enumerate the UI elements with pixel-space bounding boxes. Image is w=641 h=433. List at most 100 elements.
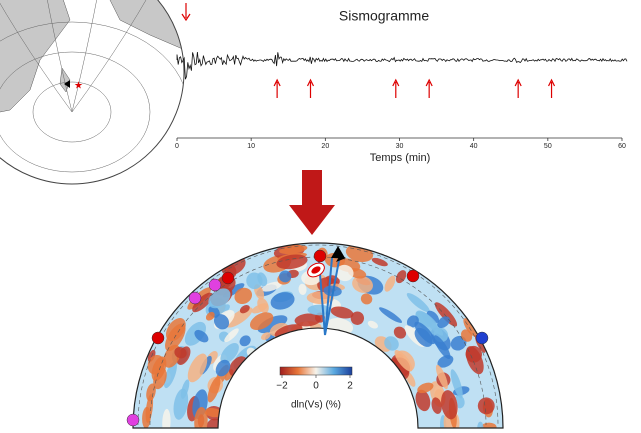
anomaly bbox=[330, 306, 354, 319]
anomaly bbox=[249, 312, 274, 331]
anomaly bbox=[298, 283, 307, 295]
down-arrow bbox=[289, 170, 335, 235]
anomaly bbox=[335, 264, 354, 282]
anomaly bbox=[433, 335, 451, 360]
first-arrival-arrow bbox=[181, 3, 191, 22]
graticule bbox=[0, 0, 73, 113]
anomaly bbox=[261, 281, 283, 292]
station bbox=[406, 269, 420, 283]
arrival-arrow bbox=[306, 78, 315, 98]
anomaly bbox=[379, 307, 403, 323]
colorbar-tick-label: 2 bbox=[347, 381, 353, 392]
anomaly bbox=[367, 320, 379, 329]
anomaly bbox=[352, 275, 373, 293]
graticule bbox=[71, 0, 105, 113]
station bbox=[475, 331, 489, 345]
station bbox=[208, 278, 222, 292]
anomaly bbox=[477, 397, 495, 415]
anomaly bbox=[234, 287, 253, 305]
station bbox=[126, 413, 140, 427]
anomaly bbox=[421, 312, 444, 336]
graticule bbox=[71, 0, 169, 113]
anomaly bbox=[279, 270, 292, 283]
anomaly bbox=[441, 390, 458, 420]
anomaly bbox=[394, 350, 413, 372]
anomaly bbox=[146, 383, 156, 402]
anomaly bbox=[294, 313, 322, 327]
svg-text:★: ★ bbox=[74, 81, 83, 92]
station bbox=[313, 249, 327, 263]
anomaly bbox=[239, 335, 251, 347]
colorbar-tick-label: 0 bbox=[313, 381, 319, 392]
anomaly bbox=[437, 316, 450, 329]
arrival-arrow bbox=[425, 78, 433, 98]
colorbar-label: dln(Vs) (%) bbox=[291, 400, 341, 411]
anomaly bbox=[393, 326, 407, 339]
station bbox=[188, 291, 202, 305]
anomaly bbox=[350, 311, 365, 325]
graticule bbox=[0, 51, 151, 173]
anomaly bbox=[153, 367, 167, 390]
anomaly bbox=[463, 318, 477, 337]
waveform bbox=[176, 52, 628, 80]
anomaly bbox=[213, 314, 230, 330]
x-tick-label: 60 bbox=[618, 143, 626, 150]
globe: ★ bbox=[0, 0, 184, 184]
anomaly bbox=[215, 359, 231, 377]
anomaly bbox=[208, 288, 231, 309]
anomaly bbox=[406, 293, 430, 313]
anomaly bbox=[192, 292, 213, 313]
anomaly bbox=[220, 342, 239, 364]
x-tick-label: 0 bbox=[175, 143, 179, 150]
anomaly bbox=[481, 422, 497, 428]
colorbar-tick-label: −2 bbox=[276, 381, 288, 392]
anomaly bbox=[261, 332, 271, 340]
arrival-arrow bbox=[514, 78, 522, 98]
anomaly bbox=[257, 315, 288, 334]
anomaly bbox=[204, 407, 222, 418]
anomaly bbox=[395, 270, 407, 284]
anomaly bbox=[174, 346, 187, 359]
anomaly bbox=[257, 297, 269, 314]
anomaly bbox=[239, 304, 250, 314]
anomaly bbox=[435, 364, 448, 390]
tomography-outline bbox=[132, 242, 504, 429]
anomaly bbox=[431, 397, 442, 414]
x-tick-label: 10 bbox=[247, 143, 255, 150]
anomaly bbox=[163, 361, 177, 389]
anomaly bbox=[360, 293, 373, 305]
anomaly bbox=[180, 379, 190, 399]
anomaly bbox=[371, 257, 388, 267]
graticule bbox=[0, 21, 184, 184]
anomaly bbox=[194, 329, 209, 343]
station bbox=[151, 331, 165, 345]
x-axis-label: Temps (min) bbox=[370, 152, 431, 164]
x-tick-label: 20 bbox=[321, 143, 329, 150]
anomaly bbox=[162, 408, 171, 428]
anomaly bbox=[145, 394, 154, 423]
globe-outline bbox=[0, 0, 185, 185]
colorbar bbox=[279, 366, 353, 376]
anomaly bbox=[460, 329, 473, 342]
anomaly bbox=[384, 336, 399, 351]
anomaly bbox=[224, 328, 239, 343]
anomaly bbox=[207, 376, 221, 403]
anomaly bbox=[165, 318, 186, 342]
anomaly bbox=[465, 345, 483, 363]
anomaly bbox=[384, 275, 396, 292]
x-tick-label: 40 bbox=[470, 143, 478, 150]
anomaly bbox=[415, 389, 431, 412]
anomaly bbox=[279, 244, 308, 255]
arrival-arrow bbox=[548, 78, 556, 98]
station bbox=[221, 271, 235, 285]
x-tick-label: 30 bbox=[396, 143, 404, 150]
x-tick-label: 50 bbox=[544, 143, 552, 150]
anomaly bbox=[246, 272, 263, 290]
anomaly bbox=[205, 311, 215, 321]
arrival-arrow bbox=[392, 78, 400, 98]
anomaly bbox=[187, 353, 208, 383]
anomaly bbox=[414, 321, 436, 345]
anomaly bbox=[194, 406, 208, 428]
anomaly bbox=[450, 369, 463, 399]
